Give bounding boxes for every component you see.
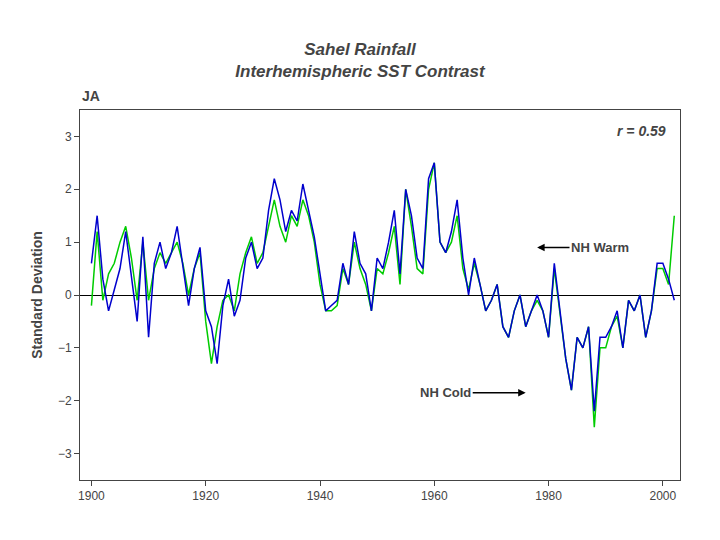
svg-text:1940: 1940	[307, 489, 334, 503]
svg-text:1920: 1920	[192, 489, 219, 503]
svg-text:NH Cold: NH Cold	[420, 385, 471, 400]
svg-text:3: 3	[65, 130, 72, 144]
svg-text:Sahel RainfallInterhemispheric: Sahel RainfallInterhemispheric SST Contr…	[235, 40, 486, 81]
svg-text:NH Warm: NH Warm	[571, 240, 629, 255]
svg-text:1960: 1960	[421, 489, 448, 503]
svg-text:Standard Deviation: Standard Deviation	[29, 231, 45, 359]
svg-text:2000: 2000	[650, 489, 677, 503]
svg-text:1900: 1900	[78, 489, 105, 503]
svg-text:JA: JA	[82, 88, 100, 104]
svg-text:−2: −2	[58, 394, 72, 408]
svg-text:r = 0.59: r = 0.59	[617, 123, 666, 139]
svg-text:−3: −3	[58, 447, 72, 461]
svg-text:−1: −1	[58, 341, 72, 355]
svg-text:1: 1	[65, 235, 72, 249]
svg-text:2: 2	[65, 182, 72, 196]
svg-text:0: 0	[65, 288, 72, 302]
svg-text:1980: 1980	[535, 489, 562, 503]
